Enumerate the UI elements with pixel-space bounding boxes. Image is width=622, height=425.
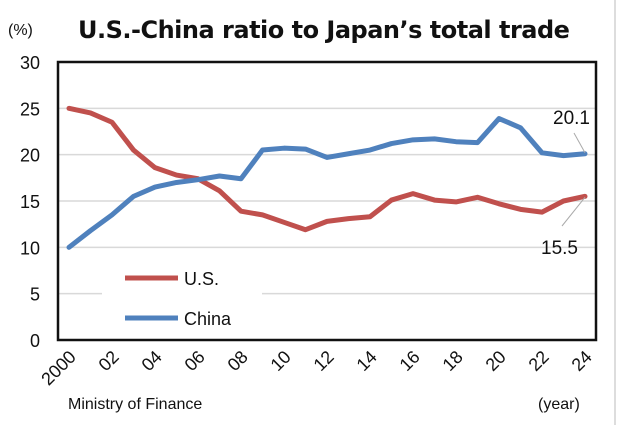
chart-title: U.S.-China ratio to Japan’s total trade xyxy=(78,16,570,44)
divider xyxy=(614,0,616,425)
plot-frame xyxy=(56,60,598,342)
x-tick-label: 24 xyxy=(568,347,596,375)
source-note: Ministry of Finance xyxy=(68,396,203,413)
data-label-us: 15.5 xyxy=(541,238,578,259)
x-tick-label: 20 xyxy=(482,347,510,375)
series-line-us xyxy=(66,105,588,233)
legend-label: U.S. xyxy=(184,269,219,289)
x-tick-label: 22 xyxy=(525,347,553,375)
x-tick-label: 08 xyxy=(224,347,252,375)
legend-label: China xyxy=(184,309,232,329)
series-line-china xyxy=(66,116,588,250)
y-tick-label: 30 xyxy=(20,53,40,73)
x-tick-label: 2000 xyxy=(37,347,79,389)
x-tick-label: 06 xyxy=(181,347,209,375)
data-label-china: 20.1 xyxy=(553,108,590,129)
x-tick-label: 18 xyxy=(439,347,467,375)
y-tick-label: 0 xyxy=(30,331,40,351)
x-tick-label: 10 xyxy=(267,347,295,375)
leader-line xyxy=(561,197,586,227)
x-axis-unit: (year) xyxy=(538,396,580,413)
y-axis-unit: (%) xyxy=(8,22,33,39)
y-tick-label: 25 xyxy=(20,99,40,119)
y-tick-label: 15 xyxy=(20,192,40,212)
y-tick-label: 20 xyxy=(20,146,40,166)
x-tick-label: 04 xyxy=(138,347,166,375)
y-tick-label: 10 xyxy=(20,238,40,258)
x-tick-label: 12 xyxy=(310,347,338,375)
y-tick-label: 5 xyxy=(30,285,40,305)
legend-background xyxy=(102,262,262,338)
leader-line xyxy=(573,132,586,153)
x-tick-label: 14 xyxy=(353,347,381,375)
x-tick-label: 02 xyxy=(95,347,123,375)
x-tick-label: 16 xyxy=(396,347,424,375)
